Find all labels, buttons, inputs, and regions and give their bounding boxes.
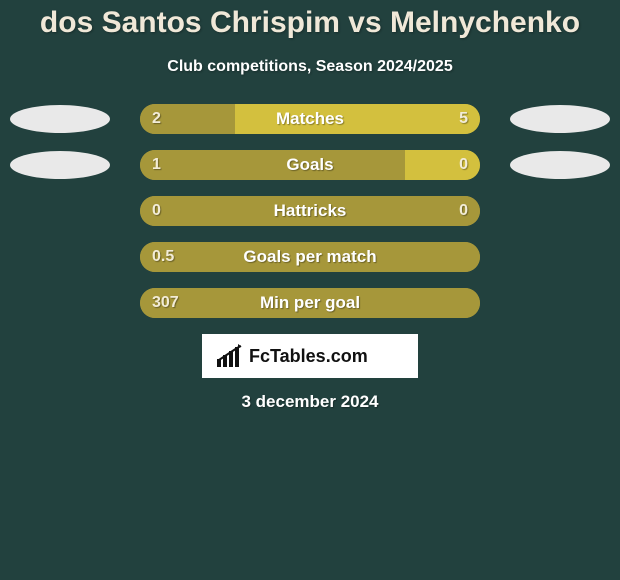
bar-left — [140, 242, 480, 272]
stat-row: Goals10 — [0, 150, 620, 180]
player-marker-left — [10, 105, 110, 133]
stat-row: Matches25 — [0, 104, 620, 134]
stats-block: Matches25 Goals10 Hattricks00 Goals per mat… — [0, 104, 620, 318]
bar-track — [140, 150, 480, 180]
stat-row: Goals per match0.5 — [0, 242, 620, 272]
badge-text: FcTables.com — [249, 346, 368, 366]
player-marker-left — [10, 151, 110, 179]
footer-date: 3 december 2024 — [0, 392, 620, 412]
subtitle: Club competitions, Season 2024/2025 — [0, 58, 620, 76]
bar-track — [140, 288, 480, 318]
bar-left — [140, 196, 480, 226]
player-marker-right — [510, 151, 610, 179]
fctables-logo: FcTables.com — [215, 343, 405, 369]
source-badge: FcTables.com — [202, 334, 418, 378]
stat-row: Min per goal307 — [0, 288, 620, 318]
bar-track — [140, 104, 480, 134]
bar-right — [235, 104, 480, 134]
bar-track — [140, 196, 480, 226]
bar-left — [140, 288, 480, 318]
bar-track — [140, 242, 480, 272]
bar-left — [140, 150, 405, 180]
stat-row: Hattricks00 — [0, 196, 620, 226]
comparison-infographic: dos Santos Chrispim vs Melnychenko Club … — [0, 0, 620, 580]
bar-left — [140, 104, 235, 134]
page-title: dos Santos Chrispim vs Melnychenko — [0, 0, 620, 40]
bar-right — [405, 150, 480, 180]
player-marker-right — [510, 105, 610, 133]
